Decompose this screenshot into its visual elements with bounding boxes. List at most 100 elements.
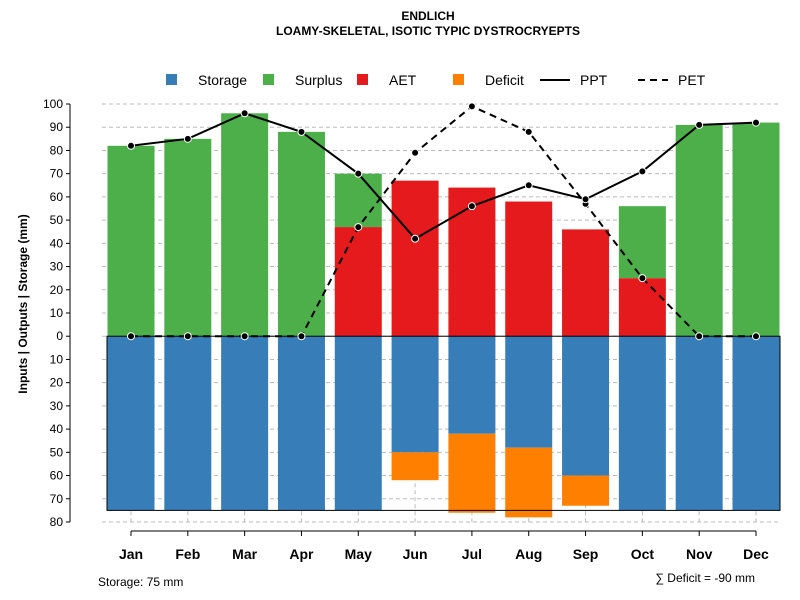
lines	[127, 102, 760, 341]
storage-bar-jul	[448, 336, 496, 434]
y-axis-label: Inputs | Outputs | Storage (mm)	[16, 214, 30, 393]
storage-bar-feb	[164, 336, 212, 511]
ppt-point-dec	[752, 118, 760, 127]
storage-capacity-frame	[106, 335, 781, 511]
storage-bar-oct	[618, 336, 666, 511]
ppt-line	[130, 112, 757, 240]
aet-bar-jul	[448, 187, 496, 337]
ppt-point-aug	[524, 181, 533, 190]
ppt-point-jun	[411, 234, 420, 243]
legend-swatch-deficit	[453, 74, 464, 85]
ppt-point-oct	[638, 167, 647, 176]
storage-bar-mar	[221, 336, 269, 511]
pet-point-dec	[752, 332, 760, 341]
x-tick-label-nov: Nov	[686, 546, 713, 562]
x-tick-label-oct: Oct	[631, 546, 655, 562]
surplus-bar-feb	[164, 138, 212, 337]
ppt-point-sep	[581, 195, 590, 204]
y-tick-label: 50	[50, 213, 64, 227]
x-tick-label-jun: Jun	[403, 546, 428, 562]
y-tick-label: 40	[50, 422, 64, 436]
legend-label-surplus: Surplus	[295, 72, 342, 88]
y-tick-label: 80	[50, 143, 64, 157]
pet-point-jan	[127, 332, 135, 341]
storage-bar-nov	[675, 336, 723, 511]
pet-point-mar	[240, 332, 249, 341]
storage-bar-apr	[277, 336, 325, 511]
pet-point-may	[354, 223, 363, 232]
surplus-bar-oct	[618, 206, 666, 279]
storage-bar-jan	[107, 336, 155, 511]
x-tick-label-feb: Feb	[175, 546, 200, 562]
ppt-point-may	[354, 169, 363, 178]
ppt-point-mar	[240, 109, 249, 118]
bars	[107, 113, 780, 518]
ppt-point-feb	[183, 134, 192, 143]
x-tick-label-dec: Dec	[743, 546, 769, 562]
storage-bar-aug	[505, 336, 553, 448]
legend-label-pet: PET	[678, 72, 706, 88]
y-tick-label: 0	[56, 329, 63, 343]
legend-label-deficit: Deficit	[485, 72, 524, 88]
chart-subtitle: LOAMY-SKELETAL, ISOTIC TYPIC DYSTROCRYEP…	[276, 24, 580, 38]
pet-point-jun	[411, 148, 420, 157]
pet-point-jul	[467, 102, 476, 111]
aet-bar-oct	[618, 278, 666, 337]
ppt-point-jul	[467, 202, 476, 211]
aet-bar-sep	[562, 229, 610, 337]
y-tick-label: 10	[50, 306, 64, 320]
y-tick-label: 80	[50, 515, 64, 529]
legend: Storage Surplus AET Deficit PPT PET	[166, 72, 706, 88]
y-tick-label: 40	[50, 236, 64, 250]
aet-bar-may	[334, 227, 382, 337]
deficit-bar-jul	[448, 433, 496, 513]
legend-label-ppt: PPT	[580, 72, 608, 88]
deficit-bar-jun	[391, 452, 439, 481]
y-tick-label: 60	[50, 469, 64, 483]
deficit-bar-aug	[505, 447, 553, 518]
pet-point-apr	[297, 332, 306, 341]
x-tick-label-aug: Aug	[515, 546, 542, 562]
storage-bar-jun	[391, 336, 439, 453]
y-tick-label: 30	[50, 260, 64, 274]
x-tick-label-may: May	[345, 546, 372, 562]
pet-point-nov	[695, 332, 704, 341]
aet-bar-aug	[505, 201, 553, 337]
pet-point-oct	[638, 274, 647, 283]
storage-note: Storage: 75 mm	[98, 575, 183, 589]
deficit-bar-sep	[562, 475, 610, 506]
storage-bar-sep	[562, 336, 610, 476]
y-tick-label: 10	[50, 352, 64, 366]
axes: 80706050403020100102030405060708090100Ja…	[43, 97, 781, 562]
surplus-bar-mar	[221, 113, 269, 337]
chart-title: ENDLICH	[401, 9, 454, 23]
y-tick-label: 70	[50, 167, 64, 181]
pet-point-feb	[183, 332, 192, 341]
y-tick-label: 30	[50, 399, 64, 413]
y-tick-label: 60	[50, 190, 64, 204]
storage-bar-may	[334, 336, 382, 511]
pet-line	[131, 105, 756, 338]
ppt-point-nov	[695, 120, 704, 129]
y-tick-label: 70	[50, 492, 64, 506]
legend-swatch-aet	[357, 74, 368, 85]
x-tick-label-jan: Jan	[119, 546, 143, 562]
x-tick-label-mar: Mar	[232, 546, 257, 562]
pet-point-aug	[524, 127, 533, 136]
x-tick-label-jul: Jul	[462, 546, 482, 562]
y-tick-label: 50	[50, 445, 64, 459]
y-tick-label: 100	[43, 97, 63, 111]
surplus-bar-jan	[107, 145, 155, 337]
legend-swatch-storage	[166, 74, 177, 85]
ppt-point-jan	[127, 141, 135, 150]
storage-bar-dec	[732, 336, 780, 511]
surplus-bar-may	[334, 173, 382, 228]
legend-label-storage: Storage	[198, 72, 247, 88]
surplus-bar-nov	[675, 124, 723, 337]
legend-swatch-surplus	[263, 74, 274, 85]
x-tick-label-sep: Sep	[573, 546, 599, 562]
surplus-bar-apr	[277, 131, 325, 337]
y-tick-label: 20	[50, 376, 64, 390]
aet-bar-jun	[391, 180, 439, 337]
